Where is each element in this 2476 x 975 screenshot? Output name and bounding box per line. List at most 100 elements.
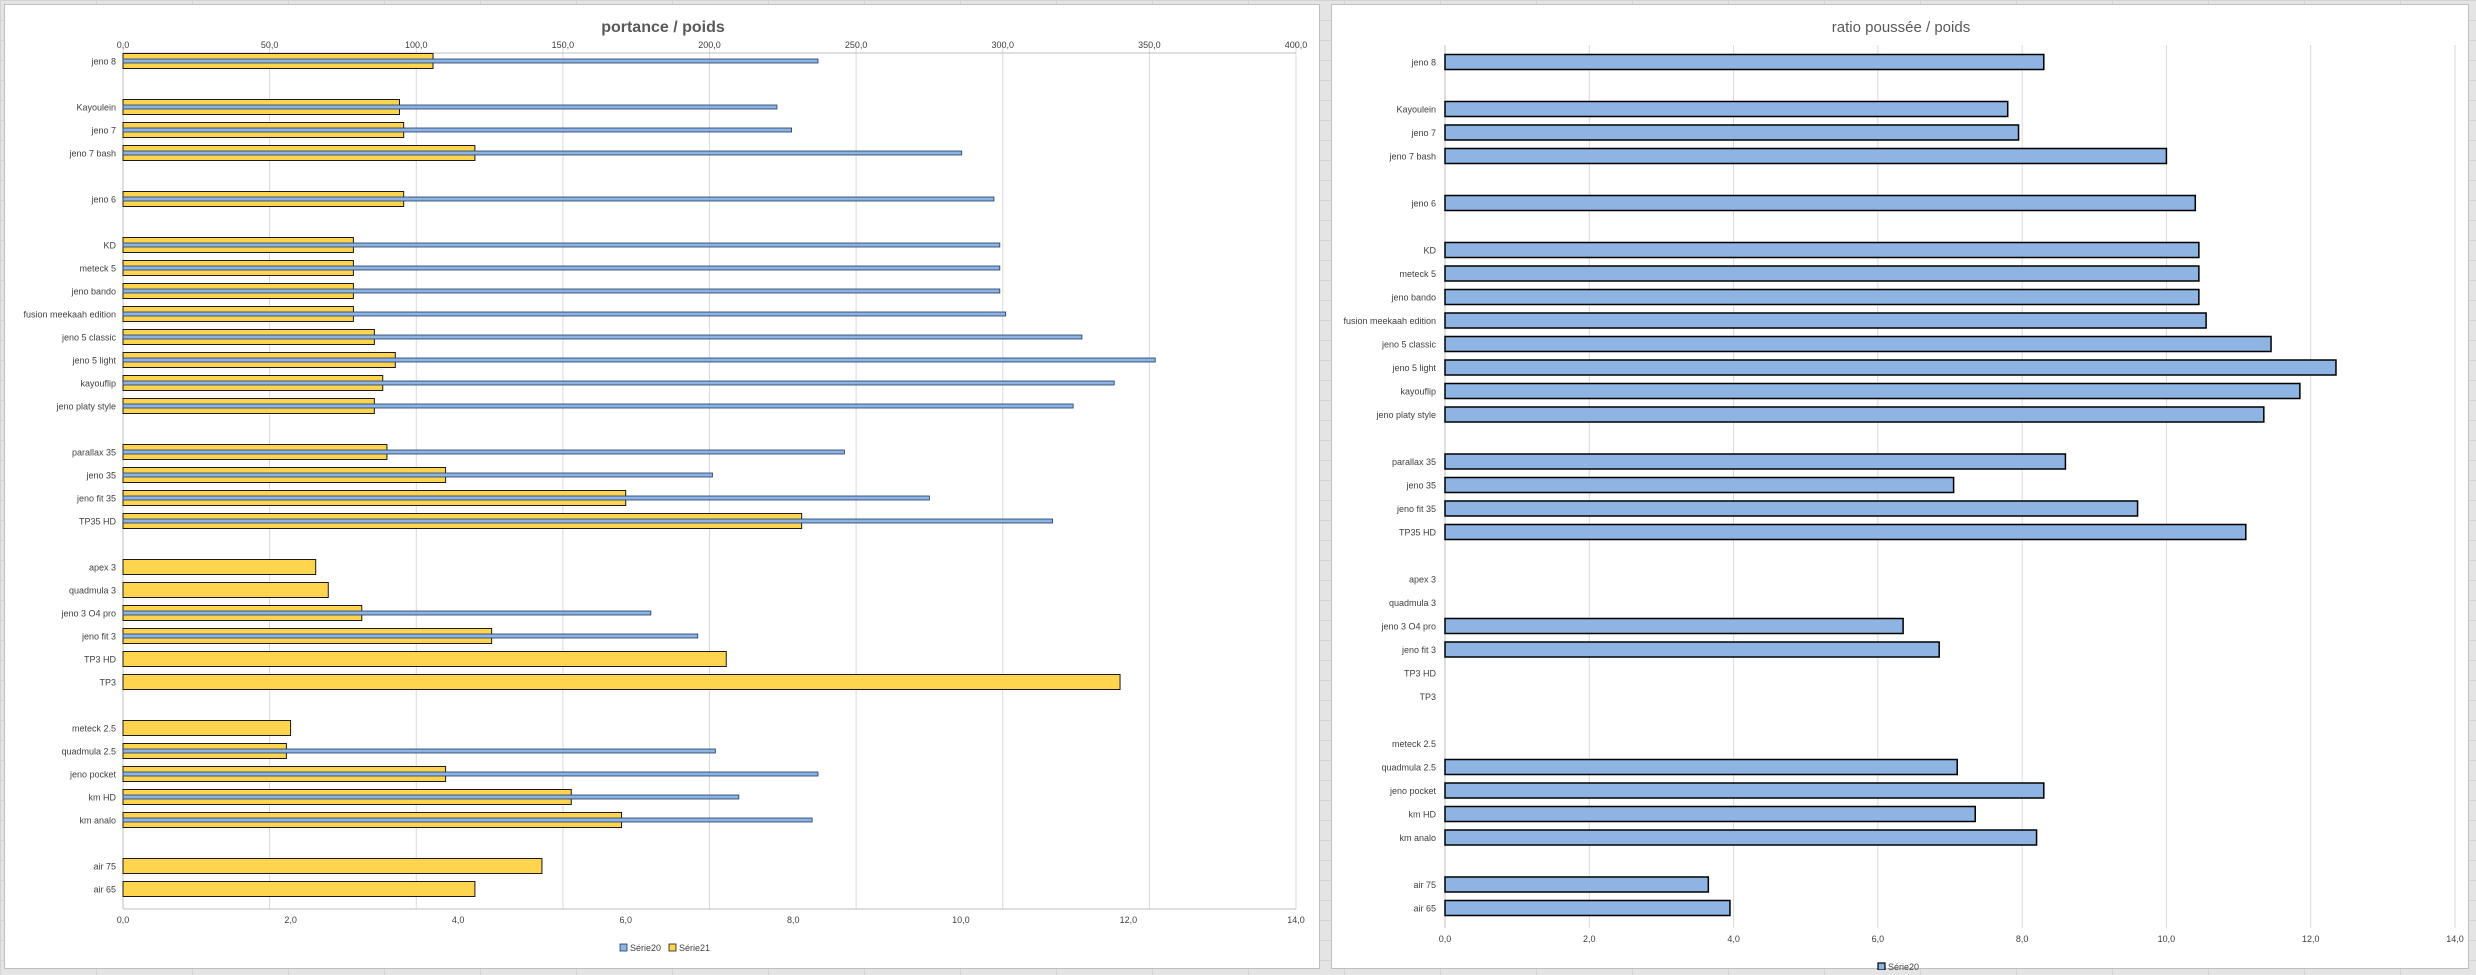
primary-axis-tick-label: 8,0 [787,915,800,925]
category-label-air-75: air 75 [1413,880,1436,890]
bar-serie20-jeno-7 [1444,124,2020,141]
category-label-jeno-fit-3: jeno fit 3 [1401,645,1436,655]
category-label-jeno-7: jeno 7 [1410,128,1436,138]
bar-serie20-jeno-fit-3 [1444,641,1940,658]
x-axis-tick-label: 2,0 [1583,934,1596,944]
chart-portance-poids: portance / poids 0,0 50,0 100,0 150,0 200,0 25… [4,4,1320,969]
bar-serie20-kayouflip [1444,382,2301,400]
category-label-quadmula-2-5: quadmula 2.5 [61,747,116,757]
category-label-jeno-8: jeno 8 [90,57,116,67]
bar-serie20-jeno-pocket [1444,782,2045,799]
bar-serie20-kd [1444,241,2200,259]
bar-serie20-quadmula-2-5 [1444,758,1958,776]
bar-serie20-air-75 [1444,876,1710,893]
legend-label-serie21: Série21 [679,943,710,953]
bar-serie20-jeno-3-o4-pro [122,610,652,616]
category-label-jeno-6: jeno 6 [90,195,116,205]
x-axis-tick-label: 8,0 [2016,934,2029,944]
bar-serie21-tp3 [122,674,1121,690]
category-label-quadmula-3: quadmula 3 [69,586,116,596]
bar-serie21-tp3-hd [122,651,727,667]
category-label-quadmula-3: quadmula 3 [1389,598,1436,608]
bar-serie20-jeno-pocket [122,771,819,777]
category-label-air-75: air 75 [93,862,116,872]
bar-serie20-tp35-hd [122,518,1054,524]
bar-serie20-km-hd [122,794,740,800]
bar-serie20-jeno-5-classic [1444,335,2272,353]
category-label-jeno-pocket: jeno pocket [69,770,117,780]
bar-serie20-km-analo [122,817,813,823]
bar-serie20-parallax-35 [122,449,845,455]
primary-axis-tick-label: 4,0 [452,915,465,925]
secondary-axis-tick-label: 150,0 [552,40,575,50]
bar-serie20-jeno-6 [122,196,995,202]
chart-title: ratio poussée / poids [1832,19,1970,36]
category-label-tp35-hd: TP35 HD [1399,528,1437,538]
category-label-km-hd: km HD [1409,810,1437,820]
category-label-jeno-35: jeno 35 [85,471,116,481]
bar-serie20-jeno-5-light [122,357,1156,363]
category-label-kayouflip: kayouflip [1400,387,1436,397]
x-axis-tick-label: 4,0 [1727,934,1740,944]
category-label-jeno-7: jeno 7 [90,126,116,136]
category-label-kayouflip: kayouflip [80,379,116,389]
bar-serie20-jeno-5-light [1444,359,2337,376]
bar-serie20-jeno-platy-style [1444,406,2265,423]
bar-serie20-jeno-8 [1444,53,2045,71]
x-axis-tick-label: 6,0 [1872,934,1885,944]
category-label-jeno-7-bash: jeno 7 bash [68,149,116,159]
category-label-jeno-fit-3: jeno fit 3 [81,632,116,642]
secondary-axis-tick-label: 300,0 [991,40,1014,50]
primary-axis-tick-label: 12,0 [1120,915,1138,925]
primary-axis-tick-label: 14,0 [1287,915,1305,925]
category-label-kayoulein: Kayoulein [76,103,116,113]
bar-serie21-meteck-2-5 [122,720,292,736]
category-label-air-65: air 65 [93,885,116,895]
primary-axis-tick-label: 10,0 [952,915,970,925]
category-label-tp35-hd: TP35 HD [79,517,117,527]
category-label-jeno-5-classic: jeno 5 classic [61,333,117,343]
category-label-jeno-5-classic: jeno 5 classic [1381,340,1437,350]
category-label-jeno-fit-35: jeno fit 35 [76,494,116,504]
category-label-apex-3: apex 3 [89,563,116,573]
bar-serie21-air-65 [122,881,476,897]
category-label-meteck-5: meteck 5 [1399,269,1436,279]
bar-serie20-kayoulein [122,104,778,110]
x-axis-tick-label: 14,0 [2446,934,2464,944]
bar-serie20-parallax-35 [1444,453,2067,470]
chart-right-svg: ratio poussée / poids 0,0 2,0 4,0 6,0 8,0 10,0… [1343,19,2464,970]
category-label-jeno-bando: jeno bando [70,287,116,297]
category-label-meteck-5: meteck 5 [79,264,116,274]
category-label-parallax-35: parallax 35 [1392,457,1436,467]
category-label-parallax-35: parallax 35 [72,448,116,458]
bar-serie20-jeno-bando [122,288,1001,294]
bar-serie20-jeno-platy-style [122,403,1074,409]
secondary-axis-tick-label: 250,0 [845,40,868,50]
category-label-air-65: air 65 [1413,904,1436,914]
legend-label-serie20: Série20 [630,943,661,953]
category-label-meteck-2-5: meteck 2.5 [1392,739,1436,749]
category-label-km-hd: km HD [89,793,117,803]
category-label-fusion-meekaah-edition: fusion meekaah edition [1343,316,1436,326]
bar-serie20-tp35-hd [1444,523,2247,541]
bar-serie20-air-65 [1444,899,1731,917]
category-label-kayoulein: Kayoulein [1396,105,1436,115]
chart-ratio-poussee-poids: ratio poussée / poids 0,0 2,0 4,0 6,0 8,0 10,0… [1331,4,2469,970]
secondary-axis-tick-label: 0,0 [117,40,130,50]
legend-swatch-serie21 [668,943,677,952]
bar-serie20-jeno-fit-35 [1444,500,2139,517]
bar-serie20-km-hd [1444,805,1976,823]
category-label-quadmula-2-5: quadmula 2.5 [1381,763,1436,773]
bar-serie20-meteck-5 [122,265,1001,271]
category-label-apex-3: apex 3 [1409,575,1436,585]
bar-serie20-jeno-3-o4-pro [1444,617,1904,635]
chart-title: portance / poids [601,19,725,36]
bar-serie20-kayoulein [1444,100,2009,118]
bar-serie20-fusion-meekaah-edition [1444,312,2207,329]
secondary-axis-tick-label: 400,0 [1285,40,1308,50]
category-label-jeno-3-o4-pro: jeno 3 O4 pro [60,609,116,619]
bar-serie21-apex-3 [122,559,317,575]
category-label-jeno-platy-style: jeno platy style [1375,410,1436,420]
category-label-jeno-3-o4-pro: jeno 3 O4 pro [1380,622,1436,632]
primary-axis-tick-label: 0,0 [117,915,130,925]
